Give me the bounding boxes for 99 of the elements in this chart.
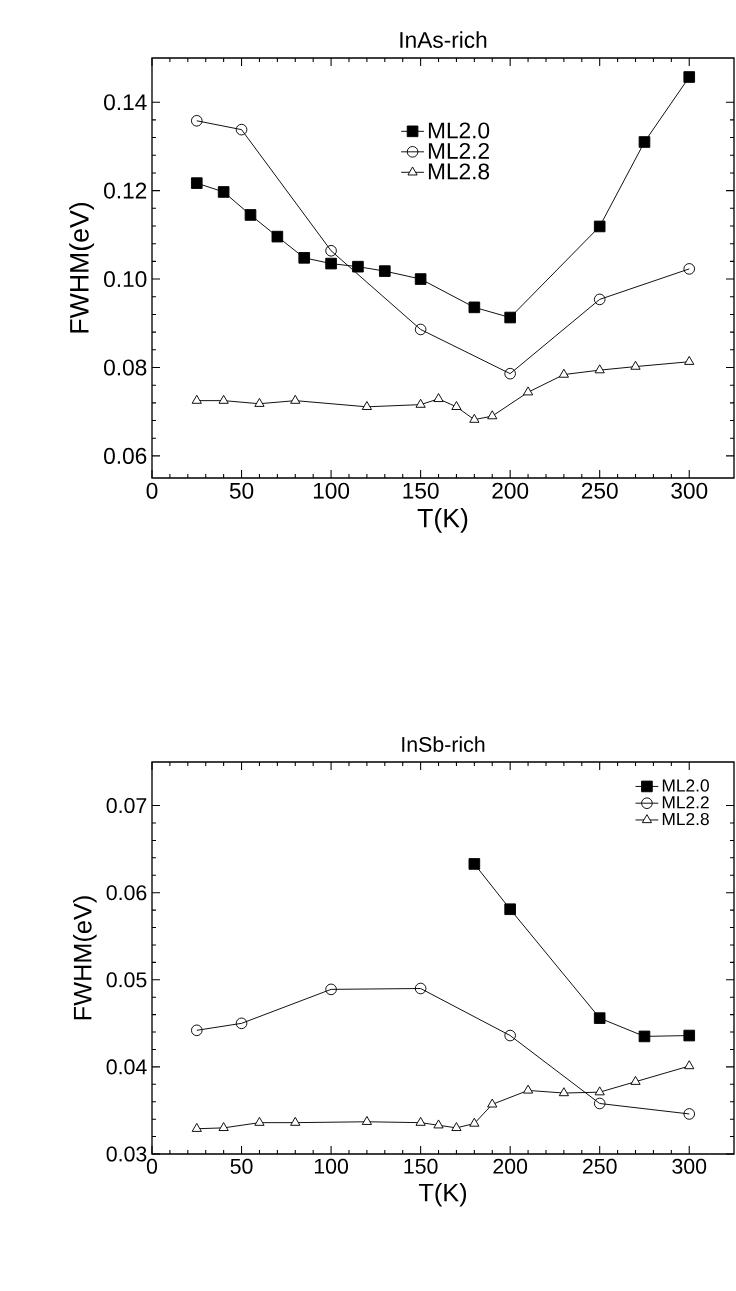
point [415,1116,426,1126]
x-tick-label: 50 [230,1158,253,1174]
point [594,364,605,374]
point [325,244,337,257]
point [433,1119,444,1129]
point [325,257,337,270]
x-tick-label: 100 [314,1158,349,1174]
legend-label: ML2.0 [428,122,490,139]
legend-label: ML2.2 [428,142,489,159]
y-tick-label: 0.08 [104,359,147,376]
point [593,1012,606,1024]
point [190,1024,203,1037]
x-tick-label: 250 [581,482,618,499]
point [217,186,230,198]
point [290,1116,301,1126]
point [593,293,606,306]
point [235,1017,248,1030]
y-axis-title: FWHM(eV) [73,896,97,1020]
point [630,360,641,370]
point [235,123,248,136]
point [593,1097,606,1110]
legend-label: ML2.2 [662,796,709,809]
point [361,401,372,410]
point [254,1116,265,1126]
point [414,273,427,285]
point [361,1115,372,1125]
point [683,263,696,275]
point [468,858,481,870]
point [487,410,498,420]
x-tick-label: 0 [146,482,158,499]
legend-label: ML2.0 [662,779,709,792]
point [451,1122,462,1132]
point [414,323,427,336]
point [254,397,265,407]
point [638,136,651,148]
point [683,1108,696,1120]
y-tick-label: 0.12 [104,182,147,199]
y-tick-label: 0.14 [104,94,147,111]
point [593,220,606,233]
legend-label: ML2.8 [428,163,490,180]
point [469,413,480,423]
point [352,260,364,273]
y-tick-label: 0.04 [106,1059,147,1075]
point [630,1075,641,1085]
point [325,983,337,996]
point [415,398,426,408]
x-axis-title: T(K) [418,1182,467,1207]
point [504,1029,516,1042]
point [379,265,391,277]
legend-label: ML2.8 [662,812,709,826]
x-tick-label: 300 [672,1158,707,1174]
point [504,311,516,324]
y-tick-label: 0.10 [104,271,147,288]
point [504,367,516,380]
x-tick-label: 200 [492,482,529,499]
x-tick-label: 0 [146,1158,158,1174]
point [244,209,257,221]
point [290,394,301,404]
chart-title: InSb-rich [402,736,485,752]
chart-title: InAs-rich [400,31,487,48]
x-axis-title: T(K) [417,507,468,533]
point [522,1084,534,1094]
point [487,1098,498,1108]
point [191,394,202,404]
x-tick-label: 300 [671,482,708,499]
point [522,386,534,396]
y-axis-title: FWHM(eV) [69,203,95,333]
point [638,1030,651,1043]
point [504,903,516,916]
point [558,368,569,378]
y-tick-label: 0.06 [104,447,147,464]
point [271,230,284,243]
point [469,1117,480,1127]
point [558,1087,569,1097]
y-tick-label: 0.07 [106,798,147,814]
point [433,393,444,402]
x-tick-label: 250 [582,1158,617,1174]
x-tick-label: 200 [493,1158,528,1174]
point [190,114,203,127]
y-tick-label: 0.05 [106,972,147,988]
point [218,1122,229,1132]
point [451,401,462,410]
x-tick-label: 50 [229,482,254,499]
point [218,394,229,404]
point [414,982,427,995]
point [684,1060,695,1070]
y-tick-label: 0.06 [106,885,147,901]
point [468,301,481,314]
x-tick-label: 100 [313,482,350,499]
point [594,1086,605,1096]
point [298,252,311,264]
point [683,1029,696,1042]
x-tick-label: 150 [404,1158,438,1174]
point [684,355,695,365]
x-tick-label: 150 [403,482,439,499]
point [683,71,696,83]
y-tick-label: 0.03 [106,1146,147,1162]
point [190,177,203,189]
point [191,1122,202,1132]
